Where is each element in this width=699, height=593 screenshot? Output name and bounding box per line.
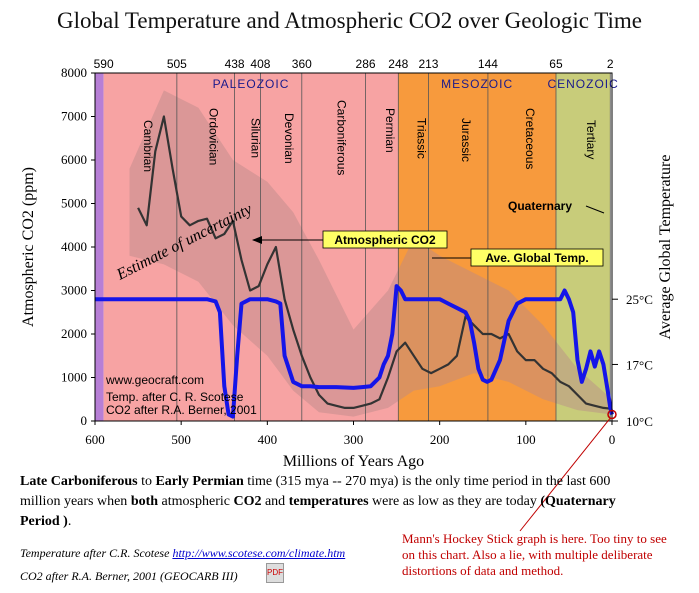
period-label-tertiary: Tertiary bbox=[584, 120, 598, 159]
site-label: www.geocraft.com bbox=[105, 373, 204, 387]
caption-text-4: time (315 mya -- 270 mya) is the only ti… bbox=[20, 474, 611, 509]
credit-label-1: Temp. after C. R. Scotese bbox=[106, 390, 244, 404]
quaternary-label: Quaternary bbox=[508, 199, 572, 213]
caption-text-8: and bbox=[261, 494, 289, 509]
period-label-silurian: Silurian bbox=[249, 118, 263, 158]
quaternary-arrow bbox=[585, 205, 605, 214]
era-backgrounds bbox=[95, 73, 612, 421]
caption-bold-9: temperatures bbox=[288, 494, 369, 509]
credit-label-2: CO2 after R.A. Berner, 2001 bbox=[106, 403, 257, 417]
period-label-carboniferous: Carboniferous bbox=[335, 100, 349, 175]
caption-bold-3: Early Permian bbox=[155, 474, 244, 489]
pre-cambrian-band bbox=[95, 73, 104, 421]
y-tick-label-4: 4000 bbox=[61, 239, 87, 254]
era-labels: PALEOZOIC MESOZOIC CENOZOIC bbox=[213, 77, 618, 91]
period-label-permian: Permian bbox=[383, 108, 397, 153]
chart-title: Global Temperature and Atmospheric CO2 o… bbox=[57, 8, 642, 33]
top-boundary-label-7: 213 bbox=[418, 57, 438, 71]
temp-series bbox=[95, 284, 614, 419]
top-boundary-label-6: 248 bbox=[388, 57, 408, 71]
period-labels: Cambrian Ordovician Silurian Devonian Carbon… bbox=[141, 100, 598, 175]
top-boundary-label-3: 408 bbox=[250, 57, 270, 71]
period-label-ordovician: Ordovician bbox=[207, 108, 221, 165]
co2-series bbox=[137, 115, 613, 410]
top-boundary-label-8: 144 bbox=[478, 57, 498, 71]
axes: 590 505 438 408 360 286 248 213 144 65 20100020003… bbox=[20, 57, 674, 470]
x-tick-label-5: 100 bbox=[516, 432, 536, 447]
period-label-cretaceous: Cretaceous bbox=[523, 108, 537, 169]
top-boundary-label-10: 2 bbox=[607, 57, 614, 71]
co2-line bbox=[137, 115, 613, 410]
period-label-devonian: Devonian bbox=[282, 113, 296, 164]
y-axis-label-left: Atmospheric CO2 (ppm) bbox=[20, 167, 37, 327]
credit-temperature-text: Temperature after C.R. Scotese bbox=[20, 546, 173, 560]
y-tick-label-2: 2000 bbox=[61, 326, 87, 341]
temp-line bbox=[95, 284, 614, 419]
top-boundary-label-4: 360 bbox=[292, 57, 312, 71]
y-tick-label-5: 5000 bbox=[61, 196, 87, 211]
caption-text-2: to bbox=[137, 474, 156, 489]
hockey-stick-marker bbox=[607, 409, 617, 420]
credit-co2: CO2 after R.A. Berner, 2001 (GEOCARB III… bbox=[20, 569, 238, 583]
right-tick-label-1: 17°C bbox=[626, 357, 653, 372]
temp-label: Ave. Global Temp. bbox=[485, 251, 588, 265]
y-tick-label-3: 3000 bbox=[61, 283, 87, 298]
y-tick-label-1: 1000 bbox=[61, 370, 87, 385]
period-label-cambrian: Cambrian bbox=[141, 120, 155, 172]
y-tick-label-8: 8000 bbox=[61, 65, 87, 80]
mann-note: Mann's Hockey Stick graph is here. Too t… bbox=[402, 531, 667, 578]
credit-temperature: Temperature after C.R. Scotese http://ww… bbox=[20, 546, 345, 561]
period-label-jurassic: Jurassic bbox=[459, 118, 473, 162]
y-axis-label-right: Average Global Temperature bbox=[657, 155, 674, 340]
right-tick-label-0: 10°C bbox=[626, 414, 653, 429]
co2-label: Atmospheric CO2 bbox=[334, 233, 436, 247]
pdf-icon[interactable]: PDF bbox=[266, 563, 284, 583]
era-label-paleozoic: PALEOZOIC bbox=[213, 77, 290, 91]
quaternary-band bbox=[610, 73, 612, 421]
x-tick-label-0: 600 bbox=[85, 432, 105, 447]
scotese-link[interactable]: http://www.scotese.com/climate.htm bbox=[172, 546, 346, 560]
x-axis-label: Millions of Years Ago bbox=[283, 453, 424, 470]
y-tick-label-0: 0 bbox=[81, 413, 88, 428]
period-label-triassic: Triassic bbox=[414, 118, 428, 159]
era-label-cenozoic: CENOZOIC bbox=[547, 77, 618, 91]
y-tick-label-6: 6000 bbox=[61, 152, 87, 167]
caption-text-6: atmospheric bbox=[158, 494, 234, 509]
x-tick-label-6: 0 bbox=[609, 432, 616, 447]
caption-text: Late Carboniferous to Early Permian time… bbox=[20, 472, 640, 532]
top-boundary-label-9: 65 bbox=[549, 57, 563, 71]
x-tick-label-3: 300 bbox=[344, 432, 364, 447]
caption-text-12: . bbox=[67, 514, 72, 529]
mann-pointer-line bbox=[519, 418, 611, 532]
era-label-mesozoic: MESOZOIC bbox=[441, 77, 513, 91]
top-boundary-label-2: 438 bbox=[225, 57, 245, 71]
top-boundary-label-5: 286 bbox=[356, 57, 376, 71]
co2-arrow-head bbox=[252, 236, 262, 244]
caption-bold-11: (Quaternary Period ) bbox=[20, 494, 616, 529]
x-tick-label-1: 500 bbox=[171, 432, 191, 447]
caption-bold-7: CO2 bbox=[233, 494, 262, 509]
top-boundary-label-0: 590 bbox=[94, 57, 114, 71]
caption-text-10: were as low as they are today bbox=[368, 494, 541, 509]
caption-bold-5: both bbox=[130, 494, 159, 509]
top-boundary-label-1: 505 bbox=[167, 57, 187, 71]
right-tick-label-2: 25°C bbox=[626, 292, 653, 307]
caption-bold-1: Late Carboniferous bbox=[20, 474, 138, 489]
y-tick-label-7: 7000 bbox=[61, 109, 87, 124]
x-tick-label-4: 200 bbox=[430, 432, 450, 447]
x-tick-label-2: 400 bbox=[258, 432, 278, 447]
